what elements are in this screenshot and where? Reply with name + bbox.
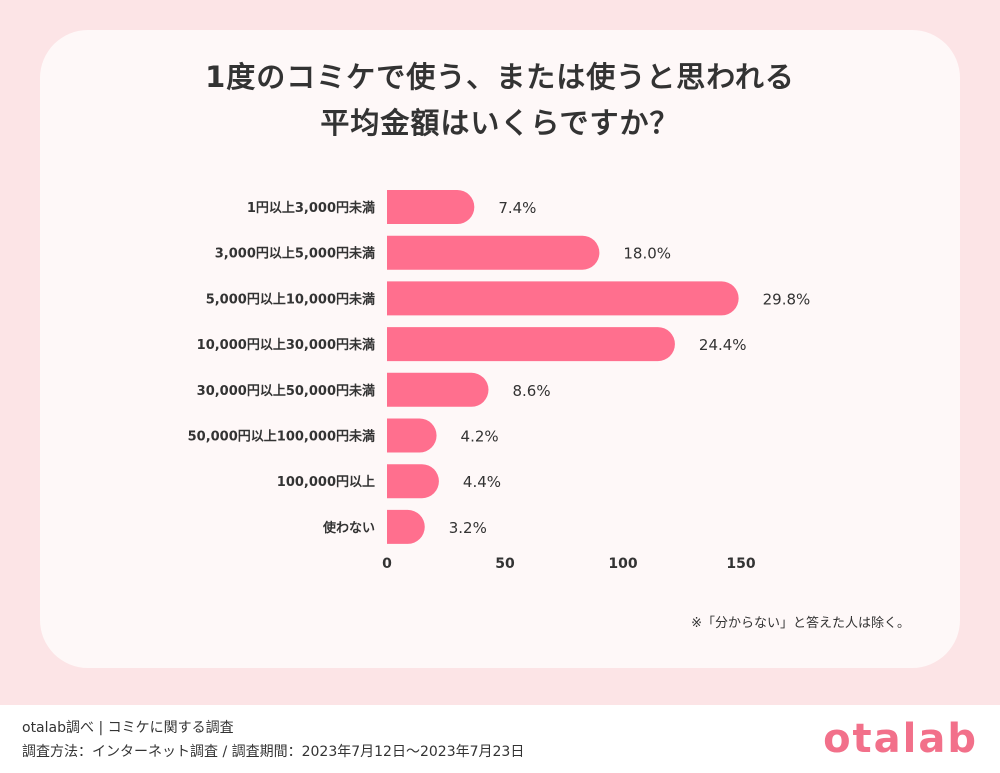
bar bbox=[387, 418, 437, 453]
bar bbox=[387, 464, 439, 499]
bar bbox=[387, 235, 600, 270]
category-label: 3,000円以上5,000円未満 bbox=[215, 246, 375, 262]
category-label: 10,000円以上30,000円未満 bbox=[197, 337, 375, 353]
chart-title: 1度のコミケで使う、または使うと思われる 平均金額はいくらですか？ bbox=[40, 54, 960, 146]
footer: otalab調べ | コミケに関する調査 調査方法：インターネット調査 / 調査… bbox=[0, 705, 1000, 773]
value-label: 18.0% bbox=[623, 245, 671, 263]
category-label: 30,000円以上50,000円未満 bbox=[197, 383, 375, 399]
x-tick-label: 100 bbox=[608, 556, 637, 572]
bar bbox=[387, 372, 489, 407]
category-label: 50,000円以上100,000円未満 bbox=[188, 429, 375, 445]
value-label: 29.8% bbox=[763, 290, 811, 308]
title-line-2: 平均金額はいくらですか？ bbox=[320, 106, 680, 140]
otalab-logo: otalab bbox=[823, 716, 978, 762]
value-label: 8.6% bbox=[512, 382, 550, 400]
category-label: 5,000円以上10,000円未満 bbox=[206, 291, 375, 307]
bar bbox=[387, 509, 425, 544]
title-line-1: 1度のコミケで使う、または使うと思われる bbox=[205, 60, 795, 94]
x-tick-label: 150 bbox=[726, 556, 755, 572]
category-label: 使わない bbox=[322, 520, 375, 536]
value-label: 24.4% bbox=[699, 336, 747, 354]
value-label: 7.4% bbox=[498, 199, 536, 217]
x-tick-label: 50 bbox=[495, 556, 515, 572]
footer-method: 調査方法：インターネット調査 / 調査期間：2023年7月12日〜2023年7月… bbox=[22, 744, 525, 760]
value-label: 4.2% bbox=[461, 428, 499, 446]
value-label: 4.4% bbox=[463, 473, 501, 491]
x-tick-label: 0 bbox=[382, 556, 392, 572]
footer-source: otalab調べ | コミケに関する調査 bbox=[22, 720, 234, 736]
category-label: 100,000円以上 bbox=[277, 475, 375, 490]
bar bbox=[387, 190, 475, 224]
bar bbox=[387, 281, 739, 316]
value-label: 3.2% bbox=[449, 519, 487, 537]
bar bbox=[387, 327, 675, 362]
footnote: ※「分からない」と答えた人は除く。 bbox=[691, 616, 910, 631]
category-label: 1円以上3,000円未満 bbox=[247, 200, 375, 216]
